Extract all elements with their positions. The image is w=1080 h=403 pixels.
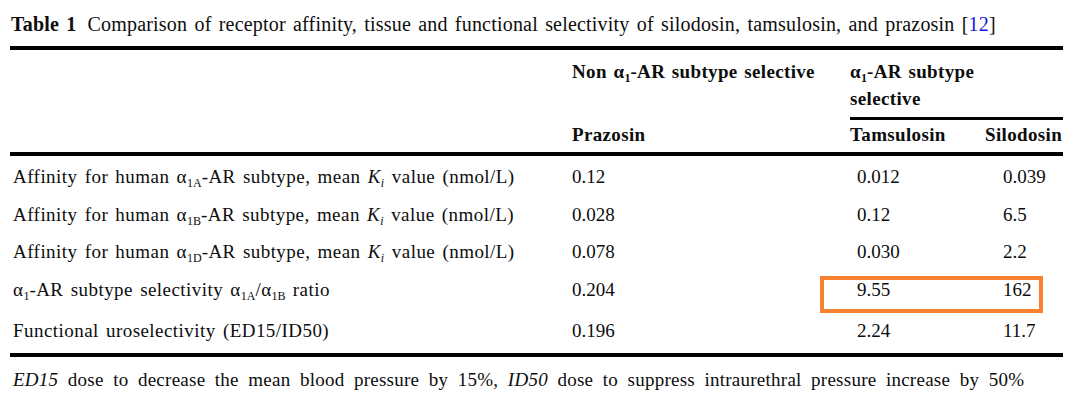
citation-bracket-close: ] — [989, 13, 996, 35]
label-subscript: 1A — [241, 289, 256, 303]
value-prazosin: 0.196 — [572, 320, 615, 342]
table-caption-number: Table 1 — [11, 13, 76, 35]
group-label-part: -AR subtype selective — [630, 61, 815, 82]
label-part: -AR subtype, mean — [202, 241, 368, 262]
group-label-part: Non α — [572, 61, 624, 82]
value-silodosin: 2.2 — [1003, 241, 1027, 263]
value-prazosin: 0.028 — [572, 204, 615, 226]
label-part: Affinity for human α — [13, 166, 187, 187]
label-ki-symbol: K — [368, 241, 381, 262]
column-header-silodosin: Silodosin — [985, 124, 1062, 146]
footnote-text: dose to decrease the mean blood pressure… — [58, 369, 508, 390]
paper-table-figure: Table 1 Comparison of receptor affinity, … — [0, 0, 1080, 403]
value-tamsulosin: 0.030 — [857, 241, 900, 263]
caption-rule — [10, 46, 1063, 50]
label-ki-subscript: i — [381, 251, 385, 265]
table-row-uroselectivity: Functional uroselectivity (ED15/ID50) 0.… — [0, 320, 1080, 346]
group-label-subscript: 1 — [624, 71, 630, 85]
highlight-box — [820, 276, 1043, 313]
label-part: -AR subtype, mean — [201, 204, 367, 225]
row-label: Affinity for human α1D-AR subtype, mean … — [13, 241, 515, 263]
group-label-subscript: 1 — [861, 71, 867, 85]
group-label-part: -AR subtype — [867, 61, 974, 82]
label-part: α — [13, 279, 23, 300]
column-group-non-selective: Non α1-AR subtype selective — [572, 61, 815, 83]
footnote-term-ed15: ED15 — [13, 369, 58, 390]
table-caption-text: Comparison of receptor affinity, tissue … — [87, 13, 954, 35]
table-row-affinity-a1b: Affinity for human α1B-AR subtype, mean … — [0, 204, 1080, 230]
value-silodosin: 6.5 — [1003, 204, 1027, 226]
label-subscript: 1B — [272, 289, 286, 303]
row-label: Functional uroselectivity (ED15/ID50) — [13, 320, 329, 342]
label-part: value (nmol/L) — [385, 241, 515, 262]
label-part: value (nmol/L) — [384, 204, 514, 225]
column-header-tamsulosin: Tamsulosin — [850, 124, 946, 146]
value-silodosin: 11.7 — [1003, 320, 1036, 342]
label-part: -AR subtype selectivity α — [29, 279, 240, 300]
row-label: Affinity for human α1B-AR subtype, mean … — [13, 204, 514, 226]
footnote-term-id50: ID50 — [508, 369, 548, 390]
footnote-text: dose to suppress intraurethral pressure … — [548, 369, 1024, 390]
label-part: /α — [255, 279, 271, 300]
column-group-selective-line2: selective — [850, 88, 921, 110]
table-row-affinity-a1d: Affinity for human α1D-AR subtype, mean … — [0, 241, 1080, 267]
label-ki-subscript: i — [380, 214, 384, 228]
label-subscript: 1A — [187, 176, 202, 190]
citation-link[interactable]: 12 — [969, 13, 989, 35]
table-caption: Table 1 Comparison of receptor affinity, … — [11, 13, 996, 36]
value-prazosin: 0.078 — [572, 241, 615, 263]
value-tamsulosin: 2.24 — [857, 320, 890, 342]
value-tamsulosin: 0.012 — [857, 166, 900, 188]
column-group-rule — [850, 117, 1063, 120]
citation-bracket-open: [ — [962, 13, 969, 35]
column-group-selective-line1: α1-AR subtype — [850, 61, 974, 83]
value-prazosin: 0.204 — [572, 279, 615, 301]
label-part: Affinity for human α — [13, 204, 187, 225]
label-ki-subscript: i — [381, 176, 385, 190]
table-bottom-rule — [10, 353, 1063, 357]
label-subscript: 1B — [187, 214, 201, 228]
label-part: -AR subtype, mean — [202, 166, 368, 187]
label-subscript: 1D — [187, 251, 202, 265]
value-tamsulosin: 0.12 — [857, 204, 890, 226]
row-label: Affinity for human α1A-AR subtype, mean … — [13, 166, 515, 188]
group-label-part: α — [850, 61, 861, 82]
label-part: Affinity for human α — [13, 241, 187, 262]
citation: [12] — [962, 13, 996, 35]
header-rule — [10, 152, 1063, 156]
table-row-affinity-a1a: Affinity for human α1A-AR subtype, mean … — [0, 166, 1080, 192]
row-label: α1-AR subtype selectivity α1A/α1B ratio — [13, 279, 330, 301]
label-subscript: 1 — [23, 289, 29, 303]
value-silodosin: 0.039 — [1003, 166, 1046, 188]
label-ki-symbol: K — [368, 166, 381, 187]
value-prazosin: 0.12 — [572, 166, 605, 188]
label-ki-symbol: K — [367, 204, 380, 225]
table-footnote: ED15 dose to decrease the mean blood pre… — [13, 369, 1024, 391]
label-part: value (nmol/L) — [385, 166, 515, 187]
label-part: Functional uroselectivity (ED15/ID50) — [13, 320, 329, 341]
column-header-prazosin: Prazosin — [572, 124, 646, 146]
label-part: ratio — [286, 279, 330, 300]
